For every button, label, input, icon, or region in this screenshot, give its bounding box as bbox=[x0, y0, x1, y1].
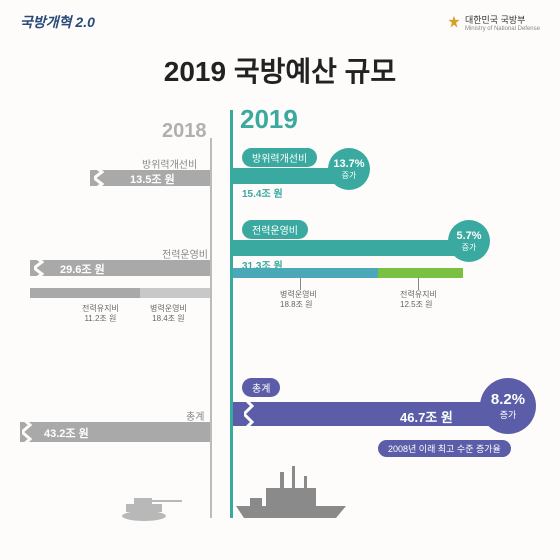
left-cat2-sub1: 전력유지비 11.2조 원 bbox=[82, 304, 119, 325]
right-cat2-sub1: 병력운영비 18.8조 원 bbox=[280, 290, 317, 311]
left-cat2-value: 29.6조 원 bbox=[60, 261, 105, 277]
right-cat2-sub1-bar bbox=[233, 268, 378, 278]
mnd-emblem-icon bbox=[447, 15, 461, 29]
left-cat1-label: 방위력개선비 bbox=[142, 156, 197, 171]
tank-icon bbox=[116, 496, 186, 522]
right-cat1-pctsub: 증가 bbox=[342, 170, 357, 181]
right-cat1-bar bbox=[233, 168, 343, 184]
page-title: 2019 국방예산 규모 bbox=[0, 50, 560, 90]
zigzag-icon bbox=[34, 256, 44, 280]
left-cat2-sub2-bar bbox=[30, 288, 140, 298]
right-cat1-pct: 13.7% bbox=[333, 158, 364, 170]
right-cat2-sub1-value: 18.8조 원 bbox=[280, 300, 317, 310]
right-cat1-pill: 방위력개선비 bbox=[242, 148, 317, 167]
bracket-line bbox=[418, 278, 419, 290]
year-2019-label: 2019 bbox=[240, 104, 298, 135]
ship-icon bbox=[236, 466, 346, 518]
logo-right-main: 대한민국 국방부 bbox=[465, 13, 540, 26]
axis-2018 bbox=[210, 138, 212, 518]
right-cat2-sub2-label: 전력유지비 bbox=[400, 290, 437, 300]
right-cat3-circle: 8.2% 증가 bbox=[480, 378, 536, 434]
right-cat1-circle: 13.7% 증가 bbox=[328, 148, 370, 190]
right-cat3-bar bbox=[233, 402, 503, 426]
year-2018-label: 2018 bbox=[162, 120, 207, 143]
logo-right: 대한민국 국방부 Ministry of National Defense bbox=[447, 13, 540, 32]
right-cat2-bar bbox=[233, 240, 463, 256]
right-cat2-pill: 전력운영비 bbox=[242, 220, 308, 239]
right-cat2-sub2-value: 12.5조 원 bbox=[400, 300, 437, 310]
right-cat3-pctsub: 증가 bbox=[500, 408, 517, 421]
left-cat2-sub2-label: 병력운영비 bbox=[150, 304, 187, 314]
left-cat2-sub2: 병력운영비 18.4조 원 bbox=[150, 304, 187, 325]
right-cat1-value: 15.4조 원 bbox=[242, 185, 283, 200]
left-cat2-label: 전력운영비 bbox=[162, 246, 208, 261]
left-cat2-sub1-label: 전력유지비 bbox=[82, 304, 119, 314]
right-cat2-pctsub: 증가 bbox=[462, 242, 477, 253]
left-cat2-sub1-bar bbox=[140, 288, 210, 298]
right-cat3-value: 46.7조 원 bbox=[400, 407, 453, 426]
left-cat3-label: 총계 bbox=[186, 408, 204, 423]
zigzag-icon bbox=[22, 418, 32, 446]
zigzag-icon bbox=[94, 166, 104, 190]
left-cat1-value: 13.5조 원 bbox=[130, 171, 175, 187]
right-cat2-circle: 5.7% 증가 bbox=[448, 220, 490, 262]
logo-left: 국방개혁 2.0 bbox=[20, 12, 95, 32]
right-cat3-note: 2008년 이래 최고 수준 증가율 bbox=[378, 440, 511, 457]
left-cat2-bar bbox=[30, 260, 210, 276]
right-cat2-sub1-label: 병력운영비 bbox=[280, 290, 317, 300]
right-cat2-sub2: 전력유지비 12.5조 원 bbox=[400, 290, 437, 311]
right-cat3-pill: 총계 bbox=[242, 378, 280, 397]
right-cat2-sub2-bar bbox=[378, 268, 463, 278]
zigzag-icon bbox=[244, 398, 254, 430]
logo-right-sub: Ministry of National Defense bbox=[465, 26, 540, 32]
left-cat3-value: 43.2조 원 bbox=[44, 425, 89, 441]
right-cat2-pct: 5.7% bbox=[456, 230, 481, 242]
bracket-line bbox=[300, 278, 301, 290]
left-cat2-sub1-value: 11.2조 원 bbox=[82, 314, 119, 324]
budget-chart: 2018 2019 방위력개선비 13.5조 원 전력운영비 29.6조 원 전… bbox=[0, 120, 560, 560]
left-cat2-sub2-value: 18.4조 원 bbox=[150, 314, 187, 324]
right-cat3-pct: 8.2% bbox=[491, 391, 525, 408]
